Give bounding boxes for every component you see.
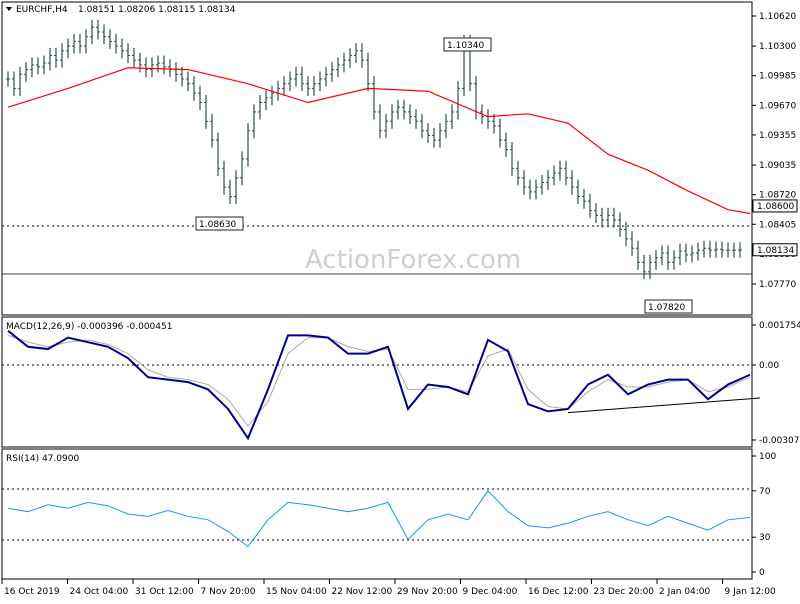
time-tick-label: 29 Nov 20:00 [397, 587, 458, 597]
annotation-high: 1.10340 [443, 37, 492, 52]
callout-box [644, 299, 693, 314]
moving-average-line [7, 67, 751, 215]
rsi-title: RSI(14) 47.0900 [6, 454, 79, 464]
watermark: ActionForex.com [305, 245, 521, 275]
price-tag-label: 1.08600 [757, 202, 794, 212]
callout-box [443, 37, 492, 52]
callout-label: 1.07820 [648, 303, 685, 313]
callout-label: 1.10340 [447, 41, 484, 51]
time-tick-label: 15 Nov 04:00 [266, 587, 327, 597]
time-tick-label: 16 Dec 12:00 [528, 587, 589, 597]
price-tick-label: 1.08720 [759, 191, 796, 201]
time-tick-label: 16 Oct 2019 [4, 587, 60, 597]
price-tick-label: 1.09355 [759, 131, 796, 141]
macd-title: MACD(12,26,9) -0.000396 -0.000451 [6, 322, 172, 332]
price-tick-label: 1.09035 [759, 161, 796, 171]
callout-box [195, 216, 244, 231]
macd-tick-label: 0.001754 [759, 321, 800, 331]
price-tag-label: 1.08134 [757, 246, 794, 256]
macd-tick-label: -0.003072 [759, 436, 800, 446]
rsi-panel-frame [1, 448, 753, 580]
time-tick-label: 22 Nov 12:00 [332, 587, 393, 597]
time-tick-label: 7 Nov 20:00 [201, 587, 256, 597]
price-tag: 1.08600 [752, 199, 798, 213]
macd-panel-frame [1, 316, 753, 448]
macd-axis: 0.001754 0.00 -0.003072 [752, 321, 800, 446]
time-tick-label: 9 Dec 04:00 [463, 587, 518, 597]
macd-panel: 0.001754 0.00 -0.003072 MACD(12,26,9) -0.0… [1, 316, 800, 448]
time-tick-label: 9 Jan 12:00 [725, 587, 777, 597]
time-tick-label: 2 Jan 04:00 [659, 587, 711, 597]
price-tags: 1.08600 1.08134 [752, 199, 798, 257]
rsi-line [7, 490, 751, 548]
price-panel-frame [1, 1, 753, 316]
rsi-tick-label: 70 [759, 487, 771, 497]
macd-tick-label: 0.00 [759, 361, 779, 371]
time-tick-label: 24 Oct 04:00 [70, 587, 129, 597]
price-panel: ActionForex.com 1.10620 1.10300 1.09985 1.0… [1, 1, 798, 316]
price-tick-label: 1.10620 [759, 12, 796, 22]
annotation-low-2: 1.07820 [644, 299, 693, 314]
time-tick-label: 23 Dec 20:00 [594, 587, 655, 597]
price-bars [6, 19, 742, 280]
price-tag-box [752, 243, 798, 257]
price-tag: 1.08134 [752, 243, 798, 257]
rsi-axis: 100 70 30 0 [752, 452, 776, 578]
price-tick-label: 1.09670 [759, 101, 796, 111]
rsi-panel: 100 70 30 0 RSI(14) 47.0900 [1, 448, 776, 580]
time-tick-label: 31 Oct 12:00 [135, 587, 194, 597]
triangle-down-icon[interactable] [6, 7, 12, 11]
price-tick-label: 1.07770 [759, 280, 796, 290]
rsi-tick-label: 30 [759, 533, 771, 543]
price-tick-label: 1.08405 [759, 220, 796, 230]
price-tick-label: 1.10300 [759, 42, 796, 52]
time-axis: 16 Oct 2019 24 Oct 04:00 31 Oct 12:00 7 Nov… [1, 579, 777, 597]
ohlc-values: 1.08151 1.08206 1.08115 1.08134 [78, 5, 236, 15]
price-tag-box [752, 199, 798, 213]
macd-trendline [567, 397, 761, 414]
macd-line [7, 330, 751, 441]
callout-label: 1.08630 [199, 220, 236, 230]
rsi-tick-label: 0 [759, 568, 765, 578]
rsi-tick-label: 100 [759, 452, 776, 462]
chart-header: EURCHF,H4 1.08151 1.08206 1.08115 1.0813… [6, 5, 236, 15]
annotation-low-1: 1.08630 [195, 216, 244, 231]
symbol-label: EURCHF,H4 [16, 5, 68, 15]
price-tick-label: 1.09985 [759, 72, 796, 82]
